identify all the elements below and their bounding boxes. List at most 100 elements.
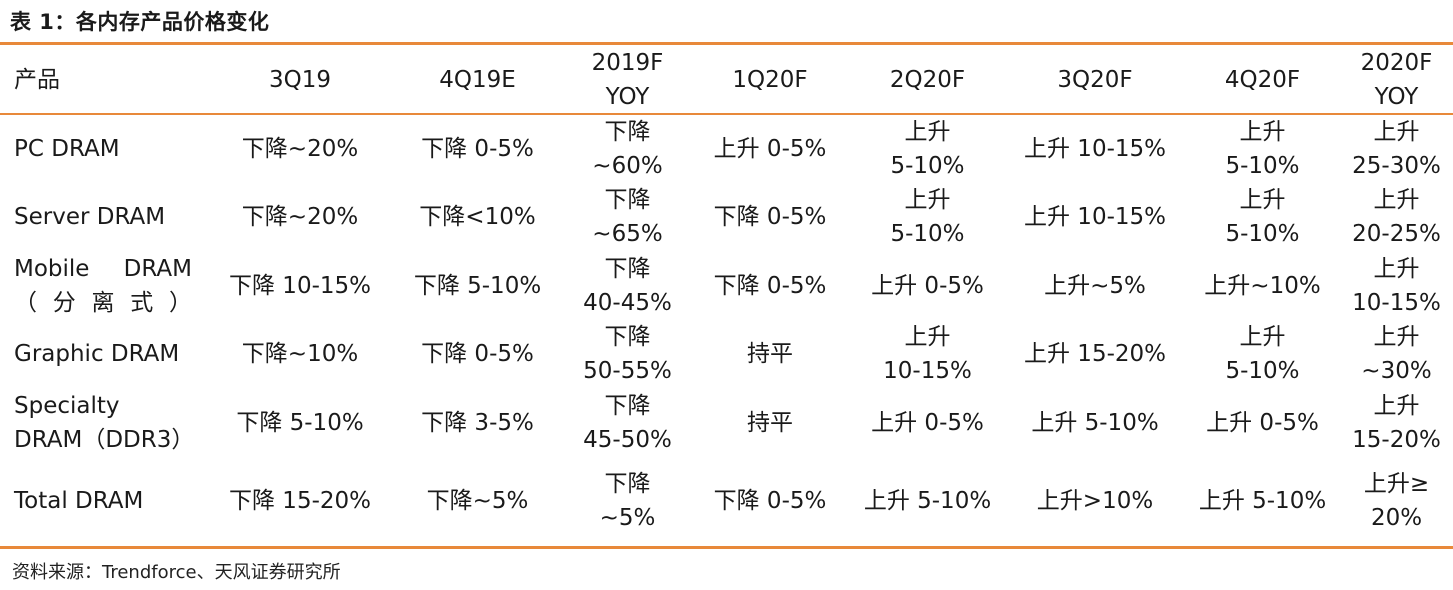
table-title: 表 1：各内存产品价格变化 (10, 10, 270, 34)
value-cell: 下降 50-55% (565, 320, 690, 388)
value-line: 上升 (904, 187, 951, 213)
value-line: 上升 5-10% (1031, 409, 1159, 436)
value-line: 下降 0-5% (713, 488, 827, 514)
value-cell: 下降 5-10% (210, 388, 390, 457)
value-cell: 下降~10% (210, 320, 390, 388)
value-line: 下降~20% (241, 204, 359, 230)
value-line: 40-45% (583, 289, 672, 316)
value-cell: 上升 5-10% (1185, 457, 1340, 545)
value-line: 下降 0-5% (713, 204, 827, 230)
table-row: Mobile DRAM （分离式） 下降 10-15% 下降 5-10% 下降 40-45… (0, 251, 1453, 320)
value-line: 上升 (1373, 324, 1420, 350)
value-line: 上升 (1239, 324, 1286, 350)
column-header-1q20f: 1Q20F (732, 66, 808, 93)
value-line: 上升 10-15% (1024, 204, 1166, 230)
value-line: 下降 0-5% (421, 135, 534, 162)
value-line: 上升>10% (1036, 488, 1154, 514)
header-line: 2019F (591, 49, 664, 76)
value-line: 下降 (604, 255, 651, 282)
value-line: 上升 0-5% (871, 409, 984, 436)
value-cell: 持平 (690, 388, 850, 457)
bottom-rule (0, 546, 1453, 549)
value-cell: 下降 45-50% (565, 388, 690, 457)
header-rule (0, 113, 1453, 115)
product-name-line: Graphic DRAM (14, 341, 180, 367)
value-cell: 上升 0-5% (850, 388, 1005, 457)
value-cell: 上升 10-15% (1005, 114, 1185, 183)
value-cell: 下降 3-5% (390, 388, 565, 457)
value-line: 15-20% (1352, 426, 1441, 453)
value-cell: 上升~10% (1185, 251, 1340, 320)
product-name-line: Server DRAM (14, 204, 166, 230)
product-name-line: Total DRAM (14, 488, 144, 514)
value-cell: 上升 10-15% (1005, 183, 1185, 251)
value-cell: 下降 10-15% (210, 251, 390, 320)
value-line: 10-15% (883, 358, 972, 384)
value-cell: 上升 25-30% (1340, 114, 1453, 183)
value-cell: 上升>10% (1005, 457, 1185, 545)
value-line: 上升 0-5% (1206, 409, 1319, 436)
value-cell: 上升 5-10% (1185, 320, 1340, 388)
value-line: 上升~5% (1044, 272, 1146, 299)
value-line: 5-10% (1225, 358, 1300, 384)
value-cell: 下降<10% (390, 183, 565, 251)
product-name-line: （分离式） (14, 289, 192, 316)
product-name-line: DRAM（DDR3） (14, 426, 195, 453)
product-cell: Server DRAM (0, 183, 210, 251)
value-line: 上升~10% (1204, 272, 1321, 299)
value-cell: 上升 5-10% (1185, 114, 1340, 183)
value-cell: 下降 40-45% (565, 251, 690, 320)
product-name-line: PC DRAM (14, 135, 120, 162)
value-line: 上升 (904, 324, 951, 350)
value-line: 5-10% (1225, 152, 1300, 179)
column-header-2019f-yoy: 2019F YOY (565, 45, 690, 114)
value-line: 下降~20% (241, 135, 359, 162)
value-line: 上升 (904, 118, 951, 145)
value-line: 下降<10% (419, 204, 536, 230)
product-cell: PC DRAM (0, 114, 210, 183)
value-cell: 上升 15-20% (1005, 320, 1185, 388)
value-line: 5-10% (890, 152, 965, 179)
value-cell: 下降~20% (210, 114, 390, 183)
value-cell: 上升 5-10% (850, 457, 1005, 545)
value-cell: 上升 0-5% (690, 114, 850, 183)
value-line: 上升 10-15% (1024, 135, 1166, 162)
product-cell: Specialty DRAM（DDR3） (0, 388, 210, 457)
value-line: 5-10% (890, 221, 965, 247)
value-line: 下降 0-5% (713, 272, 827, 299)
value-line: 上升 (1239, 187, 1286, 213)
value-line: 下降 0-5% (421, 341, 534, 367)
product-cell: Mobile DRAM （分离式） (0, 251, 210, 320)
column-header-product: 产品 (14, 66, 60, 93)
column-header-2q20f: 2Q20F (889, 66, 966, 93)
value-cell: 上升 20-25% (1340, 183, 1453, 251)
value-cell: 下降 0-5% (390, 114, 565, 183)
value-line: 上升 (1373, 187, 1420, 213)
value-line: 下降 (604, 324, 651, 350)
value-line: 下降 (604, 187, 651, 213)
value-line: 20-25% (1352, 221, 1441, 247)
value-cell: 上升 15-20% (1340, 388, 1453, 457)
header-line: YOY (1374, 83, 1419, 110)
value-cell: 上升 5-10% (850, 183, 1005, 251)
value-cell: 上升 0-5% (1185, 388, 1340, 457)
value-line: 下降 15-20% (229, 488, 371, 514)
value-cell: 上升~5% (1005, 251, 1185, 320)
value-cell: 上升 5-10% (850, 114, 1005, 183)
value-line: 50-55% (583, 358, 672, 384)
value-line: 上升 (1239, 118, 1286, 145)
value-cell: 下降 0-5% (390, 320, 565, 388)
header-line: 2020F (1360, 49, 1433, 76)
value-line: 20% (1370, 505, 1423, 531)
value-line: 上升≥ (1363, 471, 1430, 497)
column-header-2020f-yoy: 2020F YOY (1340, 45, 1453, 114)
value-line: 下降 (604, 118, 651, 145)
table-row: Total DRAM 下降 15-20% 下降~5% 下降 ~5% 下降 0-5% 上升 5… (0, 457, 1453, 545)
value-line: 上升 (1373, 255, 1420, 282)
value-cell: 下降 15-20% (210, 457, 390, 545)
value-line: 上升 (1373, 392, 1420, 419)
value-line: 上升 5-10% (1198, 488, 1327, 514)
value-line: 下降 (604, 471, 651, 497)
value-cell: 下降~20% (210, 183, 390, 251)
value-line: ~5% (599, 505, 656, 531)
